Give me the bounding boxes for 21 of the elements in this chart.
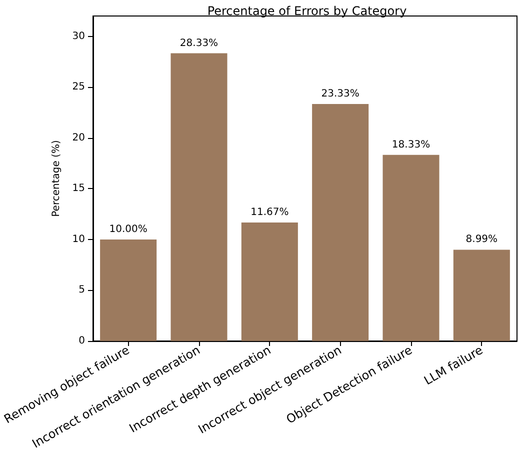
bar xyxy=(312,104,369,341)
bar xyxy=(453,250,510,341)
bar xyxy=(241,222,298,341)
data-label: 8.99% xyxy=(466,234,498,246)
data-label: 23.33% xyxy=(321,88,360,100)
y-tick-label: 0 xyxy=(78,336,85,346)
y-tick-label: 20 xyxy=(72,132,85,144)
data-label: 10.00% xyxy=(109,224,148,235)
y-tick-label: 15 xyxy=(72,183,85,194)
y-axis-title: Percentage (%) xyxy=(50,140,62,217)
data-label: 11.67% xyxy=(250,206,289,218)
data-label: 28.33% xyxy=(180,38,218,49)
y-tick-label: 25 xyxy=(72,82,85,93)
y-tick-label: 10 xyxy=(72,234,85,245)
chart-title: Percentage of Errors by Category xyxy=(207,4,407,18)
bar xyxy=(170,53,228,341)
data-label: 18.33% xyxy=(392,139,430,150)
y-tick-label: 5 xyxy=(78,284,85,296)
bar xyxy=(382,154,440,341)
y-tick-label: 30 xyxy=(72,30,85,42)
bar xyxy=(100,239,157,341)
